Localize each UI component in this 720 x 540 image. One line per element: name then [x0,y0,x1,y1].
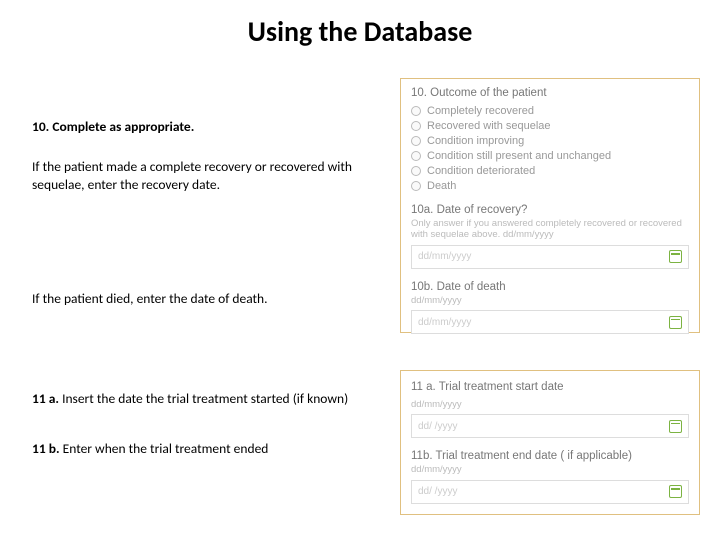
radio-icon[interactable] [411,136,421,146]
lead-11a: 11 a. [32,390,59,407]
calendar-icon[interactable] [669,250,682,263]
q11b-date-input[interactable]: dd/ /yyyy [411,480,689,504]
q11b-hint: dd/mm/yyyy [411,464,689,475]
instruction-10-head: 10. Complete as appropriate. [32,118,372,136]
calendar-icon[interactable] [669,316,682,329]
q10a-date-input[interactable]: dd/mm/yyyy [411,245,689,269]
q10-option-label: Condition deteriorated [427,165,535,177]
q10-option-label: Recovered with sequelae [427,120,551,132]
q10a-hint: Only answer if you answered completely r… [411,218,689,241]
q10a-label: 10a. Date of recovery? [411,204,689,216]
q10-option-label: Condition improving [427,135,524,147]
calendar-icon[interactable] [669,485,682,498]
form-panel-q11: 11 a. Trial treatment start date dd/mm/y… [400,370,700,515]
instruction-10-body: If the patient made a complete recovery … [32,158,372,194]
q10-option[interactable]: Recovered with sequelae [411,120,689,132]
q10a-date-placeholder: dd/mm/yyyy [418,251,471,262]
q11b-label: 11b. Trial treatment end date ( if appli… [411,450,689,462]
q11a-date-placeholder: dd/ /yyyy [418,421,457,432]
calendar-icon[interactable] [669,420,682,433]
q10-option-label: Condition still present and unchanged [427,150,611,162]
lead-10: 10. [32,118,49,135]
instr-10-death-text: If the patient died, enter the date of d… [32,290,372,308]
q10-option[interactable]: Death [411,180,689,192]
radio-icon[interactable] [411,121,421,131]
q10-option[interactable]: Condition improving [411,135,689,147]
q10-option-label: Completely recovered [427,105,534,117]
lead-11b-text: Enter when the trial treatment ended [60,440,269,457]
instruction-10-death: If the patient died, enter the date of d… [32,290,372,308]
q10-option[interactable]: Condition still present and unchanged [411,150,689,162]
q11a-hint: dd/mm/yyyy [411,399,689,410]
q11a-label: 11 a. Trial treatment start date [411,381,689,393]
q10b-date-input[interactable]: dd/mm/yyyy [411,310,689,334]
lead-11a-text: Insert the date the trial treatment star… [59,390,348,407]
instruction-11b: 11 b. Enter when the trial treatment end… [32,440,372,458]
q10-option[interactable]: Condition deteriorated [411,165,689,177]
q10b-label: 10b. Date of death [411,281,689,293]
q11b-date-placeholder: dd/ /yyyy [418,486,457,497]
q10b-date-placeholder: dd/mm/yyyy [418,317,471,328]
q10-options: Completely recovered Recovered with seque… [411,105,689,192]
instr-10-body-text: If the patient made a complete recovery … [32,158,372,194]
q10-option-label: Death [427,180,456,192]
q10-option[interactable]: Completely recovered [411,105,689,117]
radio-icon[interactable] [411,181,421,191]
instruction-11a: 11 a. Insert the date the trial treatmen… [32,390,372,408]
lead-11b: 11 b. [32,440,60,457]
radio-icon[interactable] [411,151,421,161]
form-panel-q10: 10. Outcome of the patient Completely re… [400,78,700,333]
lead-10-text: Complete as appropriate. [49,118,194,135]
radio-icon[interactable] [411,106,421,116]
q10-label: 10. Outcome of the patient [411,87,689,99]
q10b-hint: dd/mm/yyyy [411,295,689,306]
q11a-date-input[interactable]: dd/ /yyyy [411,414,689,438]
page-title: Using the Database [0,0,720,69]
radio-icon[interactable] [411,166,421,176]
